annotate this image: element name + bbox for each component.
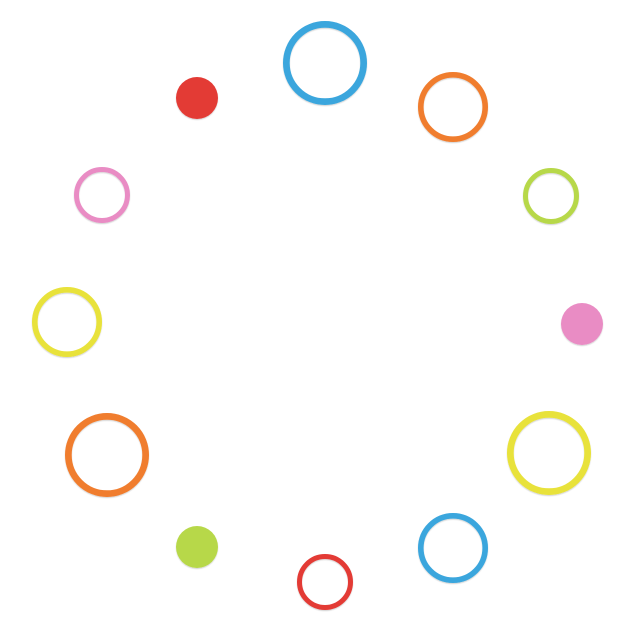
blue-ring-top: [282, 21, 367, 105]
red-ring-bottom: [297, 554, 353, 610]
pink-dot-right: [561, 303, 603, 345]
blue-ring-lower-right: [417, 512, 488, 583]
orange-ring-upper-right: [417, 72, 488, 143]
yellow-ring-left: [31, 286, 103, 357]
lime-dot-lower-left: [176, 526, 218, 568]
lime-ring-right-upper: [523, 168, 579, 224]
orange-ring-left-lower: [65, 412, 149, 497]
pink-ring-left-upper: [74, 167, 130, 223]
yellow-ring-right-lower: [506, 410, 591, 495]
red-dot-upper-left: [176, 77, 218, 119]
